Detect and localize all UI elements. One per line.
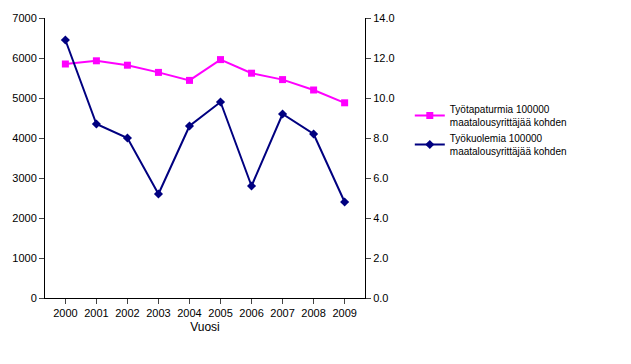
svg-text:2005: 2005: [208, 307, 232, 319]
svg-text:7000: 7000: [12, 12, 36, 24]
svg-text:5000: 5000: [12, 92, 36, 104]
svg-text:1000: 1000: [12, 252, 36, 264]
svg-text:2007: 2007: [270, 307, 294, 319]
svg-text:2009: 2009: [332, 307, 356, 319]
svg-text:10.0: 10.0: [373, 92, 394, 104]
svg-text:3000: 3000: [12, 172, 36, 184]
svg-text:Työtapaturmia 100000maatalousy: Työtapaturmia 100000maatalousyrittäjää k…: [450, 104, 567, 128]
svg-text:0.0: 0.0: [373, 292, 388, 304]
svg-text:6.0: 6.0: [373, 172, 388, 184]
svg-text:2002: 2002: [115, 307, 139, 319]
svg-text:2001: 2001: [84, 307, 108, 319]
svg-text:4000: 4000: [12, 132, 36, 144]
svg-text:Vuosi: Vuosi: [190, 320, 220, 334]
svg-text:6000: 6000: [12, 52, 36, 64]
svg-text:2003: 2003: [146, 307, 170, 319]
svg-text:4.0: 4.0: [373, 212, 388, 224]
svg-text:2000: 2000: [12, 212, 36, 224]
svg-text:2006: 2006: [239, 307, 263, 319]
svg-text:8.0: 8.0: [373, 132, 388, 144]
svg-text:2000: 2000: [53, 307, 77, 319]
svg-text:2008: 2008: [301, 307, 325, 319]
svg-text:2004: 2004: [177, 307, 201, 319]
svg-text:0: 0: [31, 292, 37, 304]
svg-text:14.0: 14.0: [373, 12, 394, 24]
svg-text:12.0: 12.0: [373, 52, 394, 64]
svg-text:2.0: 2.0: [373, 252, 388, 264]
svg-text:Työkuolemia 100000maatalousyri: Työkuolemia 100000maatalousyrittäjää koh…: [450, 133, 567, 157]
